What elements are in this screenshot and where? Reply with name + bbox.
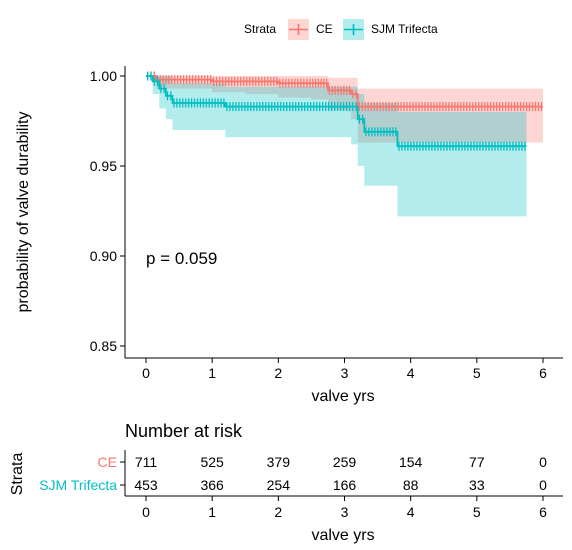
risk-cell: 0 [539,477,547,493]
x-tick-label: 5 [473,365,481,381]
ci-band-ce [146,76,543,143]
legend-title: Strata [244,22,276,36]
x-tick-label: 1 [208,365,216,381]
risk-cell: 77 [469,454,485,470]
risk-cell: 33 [469,477,485,493]
risk-x-tick-label: 1 [208,504,216,520]
risk-x-tick-label: 3 [341,504,349,520]
risk-cell: 254 [267,477,291,493]
censor-marks-sjm [147,71,526,151]
legend-label-sjm: SJM Trifecta [371,22,438,36]
risk-x-tick-label: 2 [274,504,282,520]
risk-x-tick-label: 0 [142,504,150,520]
risk-x-tick-label: 5 [473,504,481,520]
risk-table-y-title: Strata [9,453,26,496]
x-axis-title: valve yrs [311,388,374,405]
ci-band-sjm [146,76,527,217]
risk-x-tick-label: 6 [539,504,547,520]
y-axis-title: probability of valve durability [15,112,32,313]
x-tick-label: 2 [274,365,282,381]
survival-line-sjm [146,75,527,148]
risk-table-title: Number at risk [125,421,243,441]
risk-cell: 259 [333,454,357,470]
risk-cell: 366 [200,477,224,493]
x-tick-label: 3 [341,365,349,381]
legend-label-ce: CE [316,22,333,36]
risk-cell: 525 [200,454,224,470]
risk-row-label: SJM Trifecta [39,477,117,493]
risk-cell: 711 [135,454,158,470]
risk-cell: 154 [399,454,423,470]
risk-cell: 88 [403,477,419,493]
y-tick-label: 0.85 [90,338,117,354]
y-tick-label: 0.95 [90,158,117,174]
censor-marks-ce [147,71,543,112]
x-tick-label: 0 [142,365,150,381]
p-value-annotation: p = 0.059 [146,249,217,268]
y-tick-label: 0.90 [90,248,117,264]
risk-cell: 0 [539,454,547,470]
risk-row-label: CE [98,454,117,470]
risk-cell: 379 [267,454,291,470]
survival-plot: 0 1 2 3 4 5 6 0.85 0.90 0.95 1.00 [90,66,563,381]
legend-key-ce [288,19,309,40]
risk-x-tick-label: 4 [407,504,415,520]
legend-key-sjm [343,19,364,40]
risk-cell: 453 [134,477,158,493]
legend: Strata CE SJM Trifecta [244,19,438,40]
risk-cell: 166 [333,477,357,493]
risk-table-x-title: valve yrs [311,527,374,544]
y-tick-label: 1.00 [90,68,117,84]
x-tick-label: 6 [539,365,547,381]
x-tick-label: 4 [407,365,415,381]
